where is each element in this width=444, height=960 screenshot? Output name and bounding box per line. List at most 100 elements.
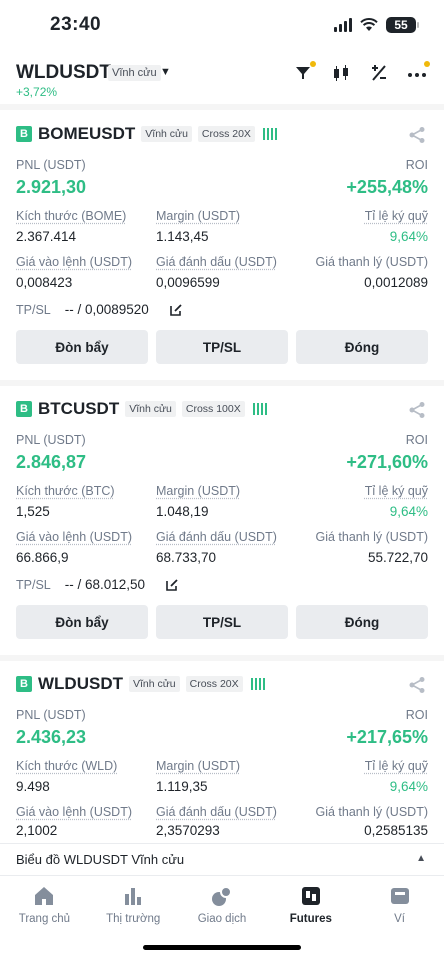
roi-value: +271,60% [346, 452, 428, 472]
roi-value: +217,65% [346, 727, 428, 747]
contract-header: WLDUSDT Vĩnh cửu ▼ +3,72% [0, 58, 444, 102]
nav-label: Ví [394, 913, 406, 925]
tpsl-button[interactable]: TP/SL [156, 605, 288, 639]
size-value: 2.367.414 [16, 229, 77, 244]
margin-ratio-value: 9,64% [389, 779, 428, 794]
nav-item-market[interactable]: Thị trường [89, 876, 178, 960]
leverage-button[interactable]: Đòn bẩy [16, 330, 148, 364]
pnl-value: 2.921,30 [16, 177, 87, 197]
margin-ratio-label[interactable]: Tỉ lệ ký quỹ [364, 484, 428, 498]
section-divider [0, 655, 444, 661]
tpsl-button[interactable]: TP/SL [156, 330, 288, 364]
roi-value: +255,48% [346, 177, 428, 197]
share-icon[interactable] [408, 126, 426, 144]
status-bar: 23:40 55 [0, 0, 444, 54]
position-actions: Đòn bẩy TP/SL Đóng [16, 330, 428, 364]
edit-icon[interactable] [169, 303, 183, 317]
nav-label: Giao dịch [197, 913, 247, 925]
tpsl-label: TP/SL [16, 302, 51, 317]
header-actions [292, 61, 430, 84]
position-type-chip: Vĩnh cửu [125, 401, 176, 417]
more-icon[interactable] [406, 61, 430, 84]
margin-ratio-label[interactable]: Tỉ lệ ký quỹ [364, 759, 428, 773]
mark-price-label[interactable]: Giá đánh dấu (USDT) [156, 805, 277, 819]
campaign-icon[interactable] [292, 61, 316, 84]
risk-bars-icon [262, 128, 277, 140]
entry-price-value: 0,008423 [16, 275, 73, 290]
position-card: B BTCUSDT Vĩnh cửu Cross 100X PNL (USDT)… [0, 398, 444, 648]
tpsl-value: -- / 68.012,50 [64, 577, 146, 592]
size-label[interactable]: Kích thước (BOME) [16, 209, 127, 223]
home-indicator [143, 945, 301, 950]
liq-price-value: 55.722,70 [367, 550, 428, 565]
nav-label: Trang chủ [18, 913, 71, 925]
mark-price-value: 68.733,70 [156, 550, 217, 565]
position-head: B WLDUSDT Vĩnh cửu Cross 20X [16, 673, 265, 695]
margin-label[interactable]: Margin (USDT) [156, 759, 241, 773]
size-label[interactable]: Kích thước (BTC) [16, 484, 115, 498]
mark-price-value: 0,0096599 [156, 275, 220, 290]
pnl-label: PNL (USDT) [16, 433, 86, 447]
pair-type-tag: Vĩnh cửu [108, 65, 161, 81]
liq-price-label: Giá thanh lý (USDT) [315, 255, 428, 269]
nav-item-wallet[interactable]: Ví [355, 876, 444, 960]
roi-label: ROI [405, 433, 428, 447]
trade-icon [211, 886, 232, 906]
candlestick-icon[interactable] [330, 62, 352, 84]
notification-dot [310, 61, 316, 67]
pair-change: +3,72% [16, 85, 58, 99]
margin-mode-chip[interactable]: Cross 20X [197, 126, 255, 142]
buy-badge: B [16, 401, 32, 417]
position-symbol[interactable]: BTCUSDT [38, 399, 120, 418]
chart-bar-label: Biểu đồ WLDUSDT Vĩnh cửu [16, 852, 185, 867]
wallet-icon [390, 888, 409, 904]
position-card: B WLDUSDT Vĩnh cửu Cross 20X PNL (USDT) … [0, 673, 444, 843]
position-card: B BOMEUSDT Vĩnh cửu Cross 20X PNL (USDT)… [0, 123, 444, 373]
margin-ratio-value: 9,64% [389, 504, 428, 519]
entry-price-label[interactable]: Giá vào lệnh (USDT) [16, 255, 133, 269]
futures-icon [301, 887, 320, 905]
caret-down-icon[interactable]: ▼ [160, 66, 171, 78]
nav-item-trade[interactable]: Giao dịch [178, 876, 267, 960]
mark-price-label[interactable]: Giá đánh dấu (USDT) [156, 530, 277, 544]
nav-item-futures[interactable]: Futures [266, 876, 355, 960]
position-symbol[interactable]: WLDUSDT [38, 674, 123, 693]
nav-label: Thị trường [106, 913, 161, 925]
liq-price-label: Giá thanh lý (USDT) [315, 805, 428, 819]
close-position-button[interactable]: Đóng [296, 330, 428, 364]
edit-icon[interactable] [165, 578, 179, 592]
position-actions: Đòn bẩy TP/SL Đóng [16, 605, 428, 639]
tpsl-value: -- / 0,0089520 [64, 302, 149, 317]
entry-price-label[interactable]: Giá vào lệnh (USDT) [16, 530, 133, 544]
section-divider [0, 380, 444, 386]
leverage-button[interactable]: Đòn bẩy [16, 605, 148, 639]
wifi-icon [360, 18, 378, 31]
margin-ratio-label[interactable]: Tỉ lệ ký quỹ [364, 209, 428, 223]
size-label[interactable]: Kích thước (WLD) [16, 759, 118, 773]
position-head: B BTCUSDT Vĩnh cửu Cross 100X [16, 398, 267, 420]
margin-label[interactable]: Margin (USDT) [156, 209, 241, 223]
chart-toggle-bar[interactable]: Biểu đồ WLDUSDT Vĩnh cửu ▲ [0, 843, 444, 875]
liq-price-value: 0,2585135 [364, 823, 428, 838]
margin-label[interactable]: Margin (USDT) [156, 484, 241, 498]
pnl-label: PNL (USDT) [16, 158, 86, 172]
risk-bars-icon [250, 678, 265, 690]
margin-value: 1.143,45 [156, 229, 209, 244]
calculator-icon[interactable] [368, 62, 390, 84]
liq-price-value: 0,0012089 [364, 275, 428, 290]
share-icon[interactable] [408, 401, 426, 419]
close-position-button[interactable]: Đóng [296, 605, 428, 639]
share-icon[interactable] [408, 676, 426, 694]
pair-title[interactable]: WLDUSDT [16, 62, 111, 83]
margin-mode-chip[interactable]: Cross 100X [181, 401, 245, 417]
entry-price-value: 2,1002 [16, 823, 58, 838]
entry-price-label[interactable]: Giá vào lệnh (USDT) [16, 805, 133, 819]
margin-mode-chip[interactable]: Cross 20X [185, 676, 243, 692]
roi-label: ROI [405, 708, 428, 722]
market-chart-icon [125, 888, 142, 905]
caret-up-icon[interactable]: ▲ [416, 853, 426, 864]
mark-price-label[interactable]: Giá đánh dấu (USDT) [156, 255, 277, 269]
position-symbol[interactable]: BOMEUSDT [38, 124, 136, 143]
pnl-value: 2.436,23 [16, 727, 87, 747]
nav-item-home[interactable]: Trang chủ [0, 876, 89, 960]
